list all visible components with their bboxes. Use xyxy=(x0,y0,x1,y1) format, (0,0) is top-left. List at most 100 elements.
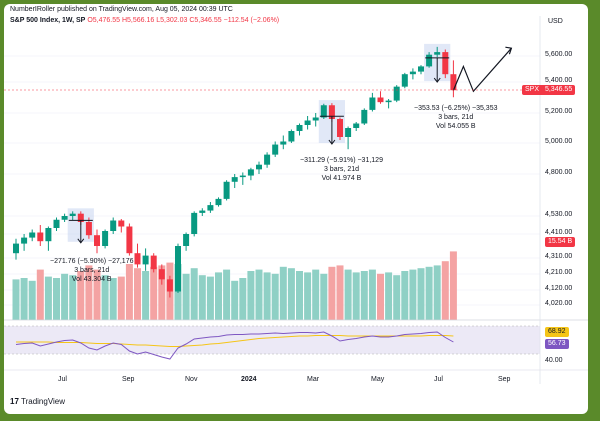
volume-bar xyxy=(44,276,52,320)
volume-bar xyxy=(304,272,312,320)
volume-bar xyxy=(231,280,239,320)
volume-bar xyxy=(198,275,206,320)
time-label: Sep xyxy=(122,376,135,383)
volume-bar xyxy=(401,271,409,320)
candle-body xyxy=(215,198,222,206)
candles xyxy=(13,46,457,298)
candle-body xyxy=(166,279,173,292)
volume-bar xyxy=(377,273,384,320)
candle-body xyxy=(191,212,198,234)
volume-bar xyxy=(449,251,457,320)
measure-2-bars: 3 bars, 21d xyxy=(323,166,359,173)
measure-3-change: −353.53 (−6.25%) −35,353 xyxy=(414,105,498,112)
change-value: −112.54 (−2.06%) xyxy=(223,17,280,24)
candle-body xyxy=(353,123,360,128)
candle-body xyxy=(53,219,60,228)
measure-1-change: −271.76 (−5.90%) −27,176 xyxy=(50,258,134,265)
volume-bar xyxy=(368,269,376,320)
candle-body xyxy=(110,220,117,231)
time-label: Nov xyxy=(185,376,198,383)
low-value: L5,302.03 xyxy=(156,17,188,24)
price-tick: 4,310.00 xyxy=(545,253,573,260)
time-label: Jul xyxy=(434,376,443,383)
candle-body xyxy=(29,232,36,238)
candle-body xyxy=(183,234,190,246)
price-tick: 4,800.00 xyxy=(545,169,573,176)
candle-body xyxy=(320,105,327,118)
candle-body xyxy=(288,131,295,142)
measure-3-bars: 3 bars, 21d xyxy=(438,114,474,121)
candle-body xyxy=(296,125,303,131)
time-label: Mar xyxy=(307,376,320,383)
volume-bar xyxy=(417,268,425,320)
candle-body xyxy=(77,213,84,222)
volume-bar xyxy=(223,269,231,320)
candle-body xyxy=(337,119,343,137)
projection-path xyxy=(452,46,513,93)
candle-body xyxy=(199,210,206,213)
candle-body xyxy=(304,120,311,125)
candle-body xyxy=(280,141,287,145)
volume-bar xyxy=(85,265,93,320)
candle-body xyxy=(272,144,279,155)
rsi-ma-line xyxy=(16,335,454,347)
volume-bar xyxy=(247,271,255,320)
candle-body xyxy=(385,100,392,103)
measure-1-bars: 3 bars, 21d xyxy=(74,267,110,274)
volume-tag: 15.54 B xyxy=(545,237,576,247)
measure-label-2: −311.29 (−5.91%) −31,129 3 bars, 21d Vol… xyxy=(300,156,383,183)
candle-body xyxy=(85,222,92,236)
candle-body xyxy=(231,177,238,182)
price-tick: 4,120.00 xyxy=(545,285,573,292)
candle-body xyxy=(118,220,125,227)
candle-body xyxy=(69,213,76,216)
volume-bar xyxy=(336,265,344,320)
measure-label-1: −271.76 (−5.90%) −27,176 3 bars, 21d Vol… xyxy=(50,257,133,284)
candle-body xyxy=(377,97,384,103)
volume-bar xyxy=(182,273,190,320)
projection-line xyxy=(452,47,512,93)
tradingview-logo-icon: 17 xyxy=(10,397,19,406)
measure-2-change: −311.29 (−5.91%) −31,129 xyxy=(300,157,383,164)
candle-body xyxy=(328,105,335,119)
price-tick: 4,210.00 xyxy=(545,269,573,276)
candle-body xyxy=(94,235,100,246)
candle-body xyxy=(37,232,44,242)
volume-bar xyxy=(28,280,36,320)
chart-card: NumberIRoller published on TradingView.c… xyxy=(4,4,588,414)
candle-body xyxy=(142,255,149,265)
volume-bar xyxy=(263,272,271,320)
measure-1-volume: Vol 43.304 B xyxy=(71,276,112,283)
measure-arrow-head xyxy=(77,238,85,244)
candle-body xyxy=(369,97,376,110)
candle-body xyxy=(102,231,109,246)
projection-arrowhead xyxy=(505,46,513,55)
symbol-name[interactable]: S&P 500 Index, 1W, SP xyxy=(10,17,86,24)
candle-body xyxy=(264,154,271,165)
price-tick: 4,020.00 xyxy=(545,300,573,307)
rsi-lines xyxy=(15,331,454,360)
volume-bar xyxy=(109,278,117,320)
price-tick: 5,400.00 xyxy=(545,77,573,84)
volume-bar xyxy=(206,276,214,320)
volume-bar xyxy=(190,268,198,320)
volume-bar xyxy=(320,273,328,320)
volume-bar xyxy=(69,275,77,320)
volume-bar xyxy=(158,265,166,320)
measure-arrows xyxy=(68,57,450,244)
price-tick: 4,410.00 xyxy=(545,229,573,236)
published-line: NumberIRoller published on TradingView.c… xyxy=(10,6,233,13)
candle-body xyxy=(426,54,433,67)
tradingview-logo[interactable]: 17 TradingView xyxy=(10,397,65,406)
currency-label[interactable]: USD xyxy=(548,18,563,25)
chart-canvas[interactable] xyxy=(4,4,588,414)
candle-body xyxy=(150,255,157,270)
rsi-line xyxy=(15,331,454,360)
candle-body xyxy=(434,52,441,55)
candle-body xyxy=(450,74,457,91)
candle-body xyxy=(126,226,133,254)
volume-bar xyxy=(409,269,417,320)
volume-bar xyxy=(255,269,263,320)
volume-bar xyxy=(393,275,401,320)
rsi-value-tag: 68.92 xyxy=(545,327,569,337)
